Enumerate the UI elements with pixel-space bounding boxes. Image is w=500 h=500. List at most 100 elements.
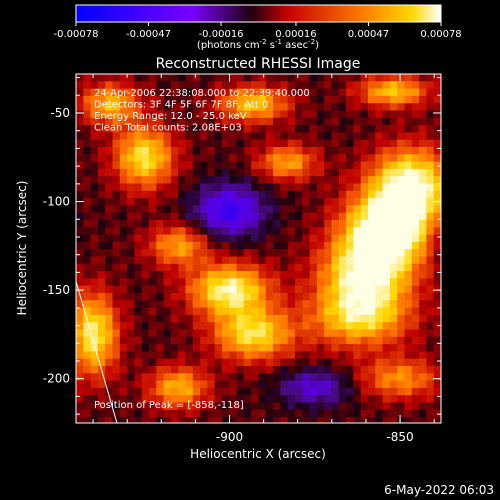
heatmap-cell <box>119 366 128 374</box>
heatmap-cell <box>295 402 303 411</box>
heatmap-cell <box>375 409 383 418</box>
heatmap-cell <box>316 234 325 243</box>
heatmap-cell <box>222 176 230 184</box>
heatmap-cell <box>316 161 325 170</box>
heatmap-cell <box>419 227 427 235</box>
heatmap-cell <box>83 154 91 162</box>
heatmap-cell <box>236 88 245 97</box>
heatmap-cell <box>331 366 340 374</box>
heatmap-cell <box>76 373 84 381</box>
heatmap-cell <box>419 125 427 133</box>
heatmap-cell <box>265 387 274 396</box>
heatmap-cell <box>433 387 441 396</box>
heatmap-cell <box>324 88 332 97</box>
y-axis-label: Heliocentric Y (arcsec) <box>15 181 29 316</box>
heatmap-cell <box>316 103 325 111</box>
heatmap-cell <box>119 402 128 411</box>
heatmap-cell <box>229 336 237 345</box>
heatmap-cell <box>105 227 113 235</box>
heatmap-cell <box>411 387 420 396</box>
heatmap-cell <box>243 329 252 338</box>
heatmap-cell <box>324 183 332 192</box>
heatmap-cell <box>112 95 121 104</box>
heatmap-cell <box>214 249 223 257</box>
heatmap-cell <box>404 300 413 308</box>
heatmap-cell <box>397 147 405 155</box>
heatmap-cell <box>389 110 398 119</box>
heatmap-cell <box>243 147 252 155</box>
heatmap-cell <box>236 358 245 367</box>
heatmap-cell <box>397 366 405 374</box>
heatmap-cell <box>178 125 186 133</box>
heatmap-cell <box>302 132 310 141</box>
heatmap-cell <box>178 139 186 148</box>
heatmap-cell <box>368 161 376 170</box>
heatmap-cell <box>338 278 347 287</box>
heatmap-cell <box>83 241 91 250</box>
heatmap-cell <box>149 395 157 403</box>
heatmap-cell <box>309 168 318 177</box>
heatmap-cell <box>178 117 186 126</box>
heatmap-cell <box>178 366 186 374</box>
heatmap-cell <box>273 168 281 177</box>
heatmap-cell <box>280 373 289 381</box>
heatmap-cell <box>404 88 413 97</box>
heatmap-cell <box>251 358 259 367</box>
heatmap-cell <box>265 139 274 148</box>
heatmap-cell <box>163 132 172 141</box>
heatmap-cell <box>324 241 332 250</box>
heatmap-cell <box>192 322 201 330</box>
heatmap-cell <box>185 249 194 257</box>
heatmap-cell <box>302 278 310 287</box>
heatmap-cell <box>83 220 91 228</box>
heatmap-cell <box>163 300 172 308</box>
heatmap-cell <box>368 249 376 257</box>
heatmap-cell <box>163 351 172 360</box>
heatmap-cell <box>236 139 245 148</box>
heatmap-cell <box>214 344 223 352</box>
heatmap-cell <box>83 88 91 97</box>
heatmap-cell <box>236 147 245 155</box>
heatmap-cell <box>382 249 391 257</box>
heatmap-cell <box>346 307 354 316</box>
heatmap-cell <box>185 329 194 338</box>
heatmap-cell <box>419 351 427 360</box>
heatmap-cell <box>229 220 237 228</box>
heatmap-cell <box>404 212 413 221</box>
heatmap-cell <box>324 205 332 214</box>
heatmap-cell <box>309 103 318 111</box>
heatmap-cell <box>419 256 427 265</box>
heatmap-cell <box>229 168 237 177</box>
heatmap-cell <box>360 88 369 97</box>
heatmap-cell <box>331 387 340 396</box>
heatmap-cell <box>134 161 143 170</box>
heatmap-cell <box>411 285 420 294</box>
heatmap-cell <box>419 103 427 111</box>
heatmap-cell <box>273 293 281 301</box>
heatmap-cell <box>346 183 354 192</box>
heatmap-cell <box>411 212 420 221</box>
heatmap-cell <box>338 322 347 330</box>
heatmap-cell <box>389 358 398 367</box>
heatmap-cell <box>141 139 150 148</box>
heatmap-cell <box>404 293 413 301</box>
heatmap-cell <box>105 278 113 287</box>
heatmap-cell <box>324 256 332 265</box>
heatmap-cell <box>426 307 435 316</box>
heatmap-cell <box>258 241 267 250</box>
heatmap-cell <box>214 417 223 423</box>
heatmap-cell <box>163 387 172 396</box>
heatmap-cell <box>112 176 121 184</box>
heatmap-cell <box>200 278 208 287</box>
heatmap-cell <box>243 307 252 316</box>
heatmap-cell <box>426 234 435 243</box>
heatmap-cell <box>207 300 216 308</box>
heatmap-cell <box>375 198 383 206</box>
heatmap-cell <box>375 168 383 177</box>
heatmap-cell <box>375 278 383 287</box>
heatmap-cell <box>134 417 143 423</box>
heatmap-cell <box>411 263 420 272</box>
heatmap-cell <box>433 234 441 243</box>
heatmap-cell <box>368 256 376 265</box>
heatmap-cell <box>309 161 318 170</box>
